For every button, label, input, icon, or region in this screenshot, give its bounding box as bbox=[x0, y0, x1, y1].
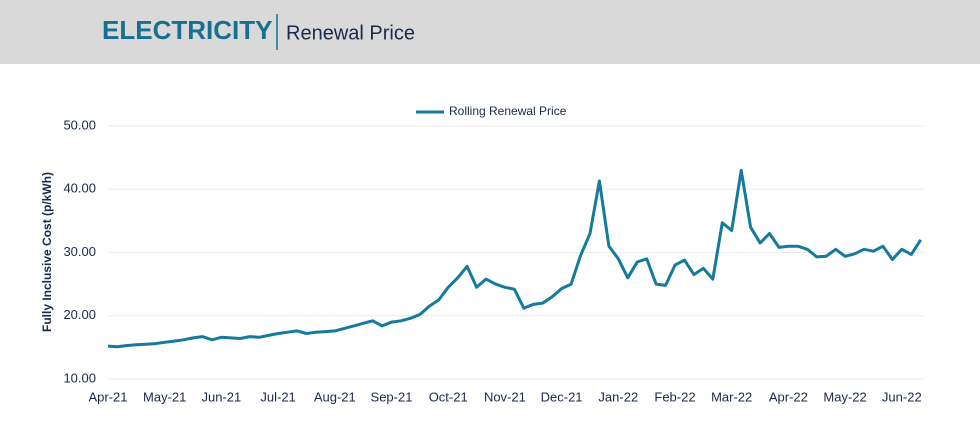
x-tick-label: Oct-21 bbox=[429, 389, 468, 404]
x-tick-label: Nov-21 bbox=[484, 389, 526, 404]
y-tick-label: 20.00 bbox=[63, 307, 96, 322]
x-tick-label: Jun-21 bbox=[202, 389, 242, 404]
x-tick-label: Apr-21 bbox=[88, 389, 127, 404]
header-band bbox=[0, 0, 980, 64]
y-axis-title: Fully Inclusive Cost (p/kWh) bbox=[40, 172, 54, 332]
x-tick-label: Mar-22 bbox=[711, 389, 752, 404]
y-tick-label: 40.00 bbox=[63, 181, 96, 196]
x-tick-label: Feb-22 bbox=[654, 389, 695, 404]
legend-label: Rolling Renewal Price bbox=[449, 104, 567, 118]
x-tick-label: Jan-22 bbox=[598, 389, 638, 404]
y-tick-label: 10.00 bbox=[63, 370, 96, 385]
x-tick-label: Jul-21 bbox=[260, 389, 295, 404]
x-tick-label: Apr-22 bbox=[769, 389, 808, 404]
x-tick-label: Dec-21 bbox=[541, 389, 583, 404]
header-title: ELECTRICITY bbox=[102, 15, 272, 45]
series-line bbox=[107, 168, 922, 349]
header-subtitle: Renewal Price bbox=[286, 22, 415, 44]
x-tick-label: May-21 bbox=[143, 389, 186, 404]
x-tick-label: Sep-21 bbox=[371, 389, 413, 404]
x-tick-label: Aug-21 bbox=[314, 389, 356, 404]
y-tick-label: 50.00 bbox=[63, 117, 96, 132]
y-tick-label: 30.00 bbox=[63, 244, 96, 259]
x-tick-label: May-22 bbox=[823, 389, 866, 404]
x-tick-label: Jun-22 bbox=[882, 389, 922, 404]
